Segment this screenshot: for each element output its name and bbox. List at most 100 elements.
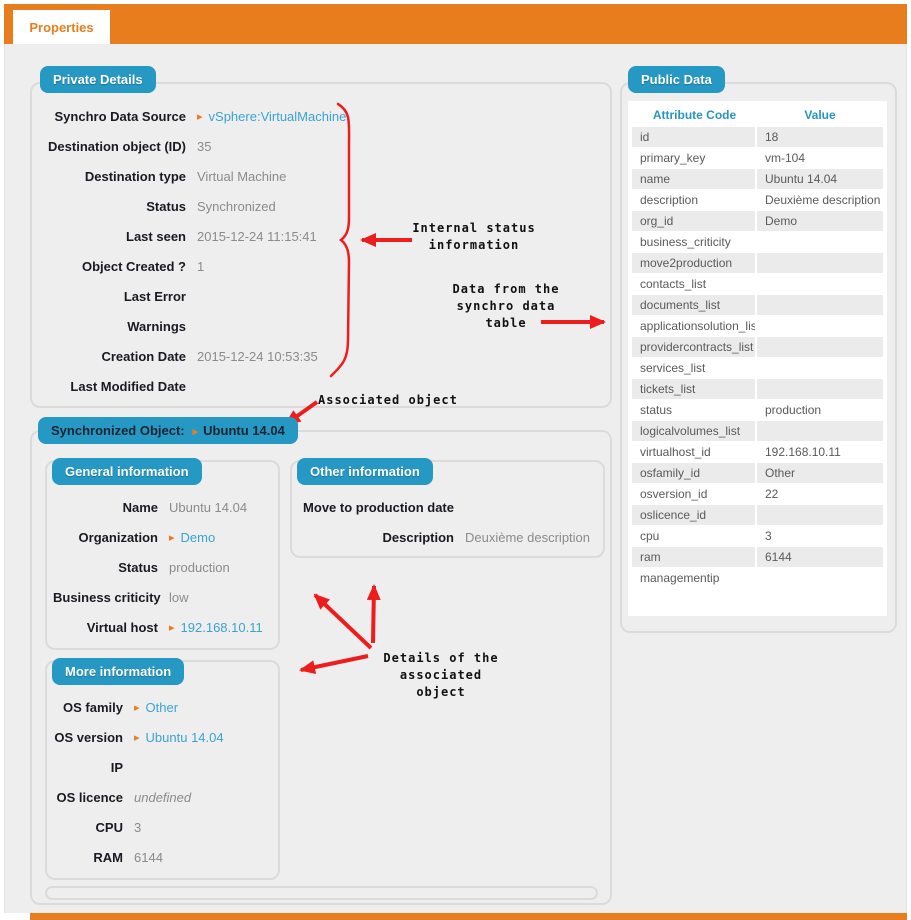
- other-information-fields: Move to production date Description Deuxiè…: [298, 492, 600, 552]
- field-value: 1: [197, 258, 205, 274]
- value-link[interactable]: Demo: [180, 529, 216, 545]
- bottom-orange-bar: [30, 913, 907, 920]
- attribute-code-cell: contacts_list: [632, 274, 757, 295]
- field-row: Destination type Virtual Machine: [38, 161, 604, 191]
- field-value: production: [169, 559, 230, 575]
- field-label: Last seen: [126, 228, 186, 244]
- attribute-code-cell: description: [632, 190, 757, 211]
- more-information-badge: More information: [52, 658, 185, 685]
- tab-properties[interactable]: Properties: [13, 10, 110, 44]
- field-label: Business criticity: [53, 589, 161, 605]
- value-cell: [757, 505, 883, 526]
- table-row: documents_list: [632, 295, 883, 316]
- value-cell: 6144: [757, 547, 883, 568]
- private-details-badge: Private Details: [40, 66, 156, 93]
- field-row: OS family ▸ Other: [53, 692, 275, 722]
- link-arrow-icon: ▸: [134, 731, 140, 744]
- table-row: id 18: [632, 127, 883, 148]
- attribute-code-cell: services_list: [632, 358, 757, 379]
- empty-footer-fieldset: [45, 886, 598, 900]
- field-row: RAM 6144: [53, 842, 275, 872]
- link-arrow-icon: ▸: [192, 426, 199, 438]
- other-information-fieldset: [290, 460, 605, 558]
- value-cell: 3: [757, 526, 883, 547]
- table-row: oslicence_id: [632, 505, 883, 526]
- field-value: 6144: [134, 849, 163, 865]
- field-value: ▸ Demo: [169, 530, 215, 545]
- more-information-fields: OS family ▸ Other OS version ▸ Ubuntu 14.04 IP…: [53, 692, 275, 872]
- general-information-badge: General information: [52, 458, 202, 485]
- value-header: Value: [757, 105, 883, 127]
- value-cell: Ubuntu 14.04: [757, 169, 883, 190]
- field-row: Move to production date: [298, 492, 600, 522]
- value-cell: [757, 295, 883, 316]
- synchronized-object-label: Synchronized Object:: [51, 423, 185, 438]
- field-label: Destination type: [84, 168, 186, 184]
- field-row: Name Ubuntu 14.04: [53, 492, 275, 522]
- table-row: tickets_list: [632, 379, 883, 400]
- field-value: ▸ 192.168.10.11: [169, 620, 263, 635]
- public-data-table-wrapper: Attribute Code Value id 18 primary_key vm-1…: [628, 101, 887, 616]
- field-row: Description Deuxième description: [298, 522, 600, 552]
- value-cell: [757, 421, 883, 442]
- link-arrow-icon: ▸: [169, 621, 175, 634]
- annotation-line: associated: [399, 668, 483, 682]
- field-value: ▸ Other: [134, 700, 178, 715]
- value-link[interactable]: Other: [145, 699, 179, 715]
- link-arrow-icon: ▸: [197, 110, 203, 123]
- annotation-details-of-associated-object: Details of the associated object: [361, 650, 521, 701]
- field-row: OS version ▸ Ubuntu 14.04: [53, 722, 275, 752]
- synchronized-object-link[interactable]: Ubuntu 14.04: [203, 423, 285, 438]
- table-row: status production: [632, 400, 883, 421]
- field-row: IP: [53, 752, 275, 782]
- field-row: Synchro Data Source ▸ vSphere:VirtualMachi…: [38, 101, 604, 131]
- attribute-code-cell: id: [632, 127, 757, 148]
- field-label: Move to production date: [303, 499, 454, 515]
- value-cell: [757, 274, 883, 295]
- annotation-line: Internal status: [412, 221, 536, 235]
- value-cell: [757, 358, 883, 379]
- field-value: Virtual Machine: [197, 168, 287, 184]
- attribute-code-cell: virtualhost_id: [632, 442, 757, 463]
- table-row: cpu 3: [632, 526, 883, 547]
- field-value: undefined: [134, 789, 192, 805]
- value-link[interactable]: 192.168.10.11: [180, 619, 263, 635]
- link-arrow-icon: ▸: [134, 701, 140, 714]
- field-value: 35: [197, 138, 212, 154]
- field-label: Creation Date: [101, 348, 186, 364]
- value-link[interactable]: vSphere:VirtualMachine: [208, 108, 347, 124]
- field-label: Object Created ?: [81, 258, 186, 274]
- annotation-line: object: [416, 685, 466, 699]
- general-information-fields: Name Ubuntu 14.04 Organization ▸ Demo Status p…: [53, 492, 275, 642]
- field-value: ▸ Ubuntu 14.04: [134, 730, 224, 745]
- annotation-synchro-data-table: Data from the synchro data table: [426, 281, 586, 332]
- table-row: move2production: [632, 253, 883, 274]
- attribute-code-cell: documents_list: [632, 295, 757, 316]
- attribute-code-cell: logicalvolumes_list: [632, 421, 757, 442]
- field-label: OS licence: [56, 789, 123, 805]
- field-row: Creation Date 2015-12-24 10:53:35: [38, 341, 604, 371]
- attribute-code-cell: providercontracts_list: [632, 337, 757, 358]
- field-row: Destination object (ID) 35: [38, 131, 604, 161]
- value-link[interactable]: Ubuntu 14.04: [145, 729, 224, 745]
- field-row: CPU 3: [53, 812, 275, 842]
- table-row: name Ubuntu 14.04: [632, 169, 883, 190]
- field-row: Object Created ? 1: [38, 251, 604, 281]
- table-row: primary_key vm-104: [632, 148, 883, 169]
- synchronized-object-badge: Synchronized Object: ▸ Ubuntu 14.04: [38, 417, 298, 444]
- synchronized-object-fieldset: [30, 430, 612, 905]
- value-cell: Other: [757, 463, 883, 484]
- top-orange-bar: [4, 4, 907, 44]
- table-row: applicationsolution_list: [632, 316, 883, 337]
- attribute-code-cell: osversion_id: [632, 484, 757, 505]
- table-header-row: Attribute Code Value: [632, 105, 883, 127]
- value-cell: 18: [757, 127, 883, 148]
- field-row: Warnings: [38, 311, 604, 341]
- table-row: managementip: [632, 568, 883, 589]
- table-row: osversion_id 22: [632, 484, 883, 505]
- field-label: Status: [118, 559, 158, 575]
- table-row: providercontracts_list: [632, 337, 883, 358]
- annotation-line: Associated object: [318, 393, 458, 407]
- attribute-code-cell: managementip: [632, 568, 757, 589]
- attribute-code-cell: org_id: [632, 211, 757, 232]
